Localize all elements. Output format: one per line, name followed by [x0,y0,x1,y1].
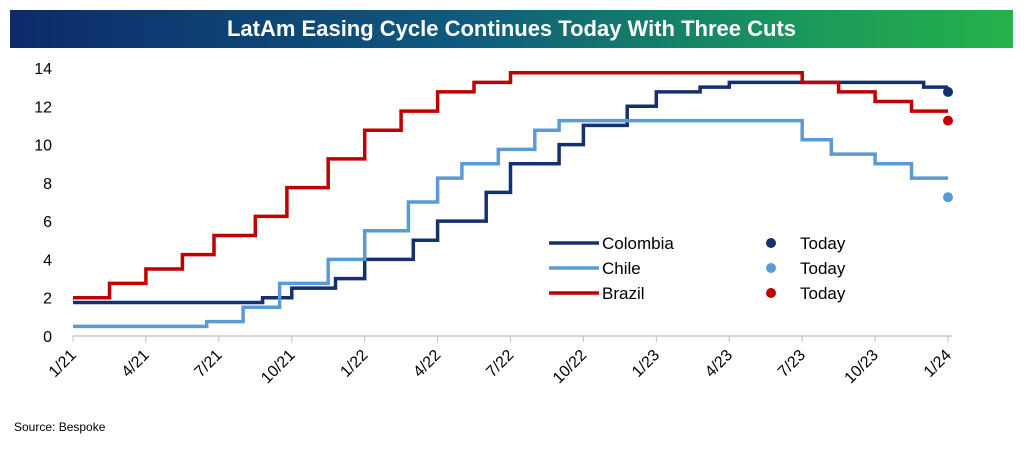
line-chart: 0 2 4 6 8 10 12 14 1/21 4/21 7/21 10/21 1/22 4/22 7/22… [34,61,955,387]
y-tick-label: 6 [43,214,52,231]
y-tick-label: 10 [34,138,52,155]
today-dot-brazil [943,115,953,126]
series-line-colombia [73,80,948,305]
x-tick-label: 1/22 [337,347,371,381]
legend-today-label: Today [800,234,846,253]
y-tick-label: 0 [43,329,52,346]
series-line-chile [73,118,948,329]
x-tick-label: 1/23 [629,347,663,381]
legend-label-colombia: Colombia [602,234,674,253]
x-tick-label: 7/22 [483,347,517,381]
legend-today-label: Today [800,284,846,303]
today-dot-colombia [943,86,953,97]
x-tick-label: 4/23 [702,347,736,381]
legend-dot-brazil [766,288,776,298]
legend-label-brazil: Brazil [602,284,645,303]
series-line-brazil [73,71,948,300]
x-tick-label: 1/24 [921,347,955,381]
y-tick-label: 2 [43,291,52,308]
legend-label-chile: Chile [602,259,641,278]
x-tick-label: 4/21 [119,347,153,381]
y-tick-label: 8 [43,176,52,193]
axes: 0 2 4 6 8 10 12 14 1/21 4/21 7/21 10/21 1/22 4/22 7/22… [34,61,955,387]
x-tick-label: 7/23 [775,347,809,381]
x-tick-label: 4/22 [410,347,444,381]
source-note: Source: Bespoke [14,420,106,434]
x-tick-label: 10/22 [550,347,590,387]
legend: Colombia Today Chile Today Brazil Today [549,234,846,303]
y-tick-label: 12 [34,99,52,116]
x-tick-label: 1/21 [46,347,80,381]
legend-dot-chile [766,263,776,273]
x-tick-label: 7/21 [192,347,226,381]
y-tick-label: 4 [43,252,52,269]
chart-title: LatAm Easing Cycle Continues Today With … [10,10,1013,48]
x-tick-label: 10/23 [842,347,882,387]
series-lines [73,71,953,329]
legend-dot-colombia [766,238,776,248]
today-dot-chile [943,192,953,203]
legend-today-label: Today [800,259,846,278]
y-tick-label: 14 [34,61,52,78]
x-tick-label: 10/21 [258,347,298,387]
